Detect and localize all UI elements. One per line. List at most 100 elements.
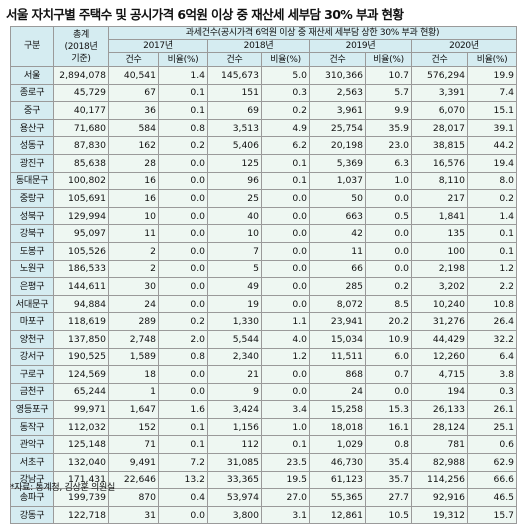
header-year-2018: 2018년 <box>207 39 310 53</box>
count-cell: 82,988 <box>411 453 468 472</box>
ratio-cell: 46.5 <box>466 488 518 507</box>
ratio-cell: 0.8 <box>158 347 208 367</box>
count-cell: 19,312 <box>411 505 468 524</box>
count-cell: 24 <box>108 294 159 314</box>
district-cell: 동작구 <box>10 417 54 437</box>
total-cell: 190,525 <box>53 347 109 367</box>
count-cell: 28 <box>108 153 159 173</box>
district-cell: 동대문구 <box>10 171 54 191</box>
header-total: 총계 (2018년 기준) <box>53 26 109 67</box>
ratio-cell: 1.4 <box>466 206 518 226</box>
total-cell: 100,802 <box>53 171 109 191</box>
count-cell: 12,861 <box>309 505 366 524</box>
ratio-cell: 0.0 <box>158 365 208 384</box>
table-row: 중구 40,177 36 0.1 69 0.2 3,961 9.9 6,070 15.1 <box>10 101 518 120</box>
ratio-cell: 0.1 <box>261 153 310 173</box>
ratio-cell: 0.0 <box>158 382 208 402</box>
count-cell: 162 <box>108 136 159 155</box>
ratio-cell: 5.7 <box>365 83 412 103</box>
count-cell: 28,017 <box>411 118 468 138</box>
header-year-2020: 2020년 <box>410 39 518 53</box>
count-cell: 22,646 <box>108 470 159 490</box>
table-row: 서울 2,894,078 40,541 1.4 145,673 5.0 310,366 10.… <box>10 66 518 85</box>
ratio-cell: 0.1 <box>261 435 310 455</box>
count-cell: 50 <box>309 189 366 208</box>
count-cell: 30 <box>108 277 159 296</box>
count-cell: 3,961 <box>309 101 366 120</box>
table-row: 광진구 85,638 28 0.0 125 0.1 5,369 6.3 16,576 19.4 <box>10 153 518 173</box>
ratio-cell: 19.9 <box>466 66 518 85</box>
table-row: 은평구 144,611 30 0.0 49 0.0 285 0.2 3,202 2.2 <box>10 277 518 296</box>
ratio-cell: 1.2 <box>261 347 310 367</box>
total-cell: 122,718 <box>53 505 109 524</box>
table-row: 마포구 118,619 289 0.2 1,330 1.1 23,941 20.2 31,276… <box>10 312 518 331</box>
count-cell: 584 <box>108 118 159 138</box>
ratio-cell: 0.1 <box>158 417 208 437</box>
ratio-cell: 0.0 <box>365 259 412 279</box>
district-cell: 서대문구 <box>10 294 54 314</box>
ratio-cell: 66.6 <box>466 470 518 490</box>
total-cell: 125,148 <box>53 435 109 455</box>
district-cell: 영등포구 <box>10 400 54 419</box>
ratio-cell: 35.4 <box>365 453 412 472</box>
count-cell: 152 <box>108 417 159 437</box>
district-cell: 종로구 <box>10 83 54 103</box>
ratio-cell: 9.9 <box>365 101 412 120</box>
ratio-cell: 25.1 <box>466 417 518 437</box>
district-cell: 강남구 <box>10 470 54 490</box>
count-cell: 31,276 <box>411 312 468 331</box>
total-cell: 112,032 <box>53 417 109 437</box>
count-cell: 194 <box>411 382 468 402</box>
count-cell: 151 <box>207 83 262 103</box>
district-cell: 중랑구 <box>10 189 54 208</box>
header-count: 건수 <box>108 52 159 67</box>
total-cell: 118,619 <box>53 312 109 331</box>
ratio-cell: 3.8 <box>466 365 518 384</box>
table-row: 서초구 132,040 9,491 7.2 31,085 23.5 46,730 35.4 82… <box>10 453 518 472</box>
district-cell: 성북구 <box>10 206 54 226</box>
count-cell: 1,589 <box>108 347 159 367</box>
ratio-cell: 0.0 <box>158 189 208 208</box>
ratio-cell: 23.5 <box>261 453 310 472</box>
count-cell: 18 <box>108 365 159 384</box>
ratio-cell: 6.4 <box>466 347 518 367</box>
total-cell: 132,040 <box>53 453 109 472</box>
ratio-cell: 0.0 <box>158 259 208 279</box>
ratio-cell: 27.7 <box>365 488 412 507</box>
count-cell: 21 <box>207 365 262 384</box>
count-cell: 663 <box>309 206 366 226</box>
total-cell: 45,729 <box>53 83 109 103</box>
header-count: 건수 <box>309 52 366 67</box>
count-cell: 92,916 <box>411 488 468 507</box>
count-cell: 1,647 <box>108 400 159 419</box>
district-cell: 강북구 <box>10 224 54 243</box>
ratio-cell: 26.4 <box>466 312 518 331</box>
count-cell: 28,124 <box>411 417 468 437</box>
ratio-cell: 0.1 <box>466 224 518 243</box>
ratio-cell: 15.3 <box>365 400 412 419</box>
count-cell: 15,034 <box>309 329 366 349</box>
count-cell: 36 <box>108 101 159 120</box>
ratio-cell: 27.0 <box>261 488 310 507</box>
source-note: *자료: 통계청, 김상훈 의원실 <box>10 483 115 493</box>
table-body: 서울 2,894,078 40,541 1.4 145,673 5.0 310,366 10.… <box>10 66 518 524</box>
count-cell: 3,424 <box>207 400 262 419</box>
district-cell: 서초구 <box>10 453 54 472</box>
ratio-cell: 20.2 <box>365 312 412 331</box>
table-row: 금천구 65,244 1 0.0 9 0.0 24 0.0 194 0.3 <box>10 382 518 402</box>
table-row: 구로구 124,569 18 0.0 21 0.0 868 0.7 4,715 3.8 <box>10 365 518 384</box>
ratio-cell: 0.1 <box>261 171 310 191</box>
count-cell: 5,369 <box>309 153 366 173</box>
ratio-cell: 0.8 <box>365 435 412 455</box>
ratio-cell: 0.6 <box>466 435 518 455</box>
total-cell: 71,680 <box>53 118 109 138</box>
total-cell: 99,971 <box>53 400 109 419</box>
count-cell: 1,841 <box>411 206 468 226</box>
count-cell: 1,029 <box>309 435 366 455</box>
ratio-cell: 1.6 <box>158 400 208 419</box>
count-cell: 19 <box>207 294 262 314</box>
ratio-cell: 5.0 <box>261 66 310 85</box>
header-district: 구분 <box>10 26 54 67</box>
count-cell: 135 <box>411 224 468 243</box>
ratio-cell: 0.2 <box>261 101 310 120</box>
